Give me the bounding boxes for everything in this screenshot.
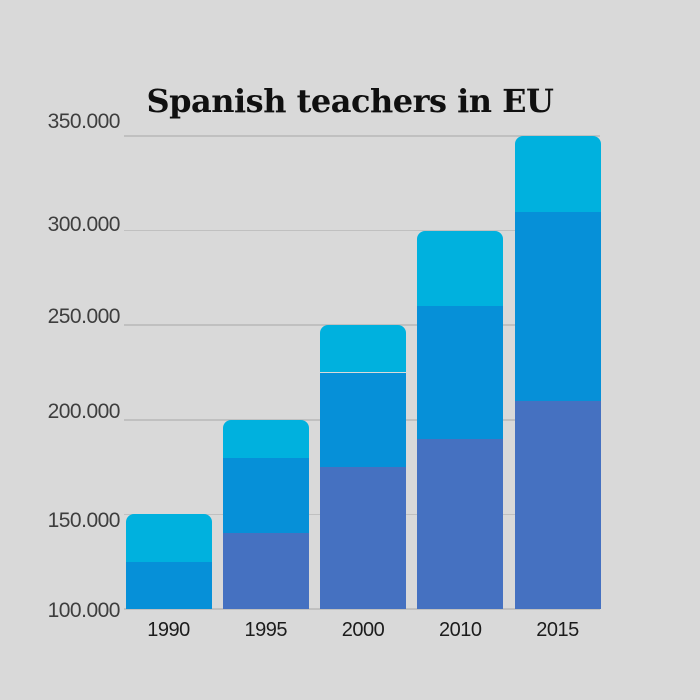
gridline-100.000 (124, 608, 600, 610)
y-axis-tick-label: 300.000 (47, 212, 121, 236)
gridline-350.000 (124, 135, 600, 137)
bar-2000-top-segment (320, 325, 406, 373)
y-axis-tick-label: 250.000 (47, 305, 121, 329)
x-axis-label-2010: 2010 (439, 619, 482, 641)
gridline-300.000 (124, 229, 600, 232)
x-axis-label-2015: 2015 (536, 619, 579, 641)
bar-1995-top-segment (222, 419, 309, 458)
bar-2010-top-segment (417, 230, 504, 307)
bar-2015-top-segment (514, 136, 601, 212)
bar-2010-bottom-segment (417, 438, 504, 609)
y-axis-tick-label: 150.000 (47, 509, 121, 533)
bar-2015-middle-segment (514, 211, 601, 401)
y-axis-tick-label: 100.000 (47, 599, 121, 622)
bar-1990-top-segment (125, 514, 212, 562)
bar-1995-bottom-segment (222, 533, 309, 609)
bar-2010-middle-segment (417, 306, 504, 439)
x-axis-label-1990: 1990 (147, 619, 190, 641)
bar-2000-middle-segment (320, 372, 406, 468)
x-axis-label-2000: 2000 (341, 619, 385, 641)
bar-2000-bottom-segment (320, 467, 406, 609)
bar-2015-bottom-segment (514, 400, 601, 609)
y-axis-tick-label: 350.000 (47, 110, 121, 133)
x-axis-label-1995: 1995 (244, 619, 288, 641)
y-axis-tick-label: 200.000 (47, 399, 121, 423)
bar-1990-middle-segment (125, 561, 212, 609)
chart-title: Spanish teachers in EU (146, 82, 554, 120)
bar-1995-middle-segment (222, 457, 309, 534)
